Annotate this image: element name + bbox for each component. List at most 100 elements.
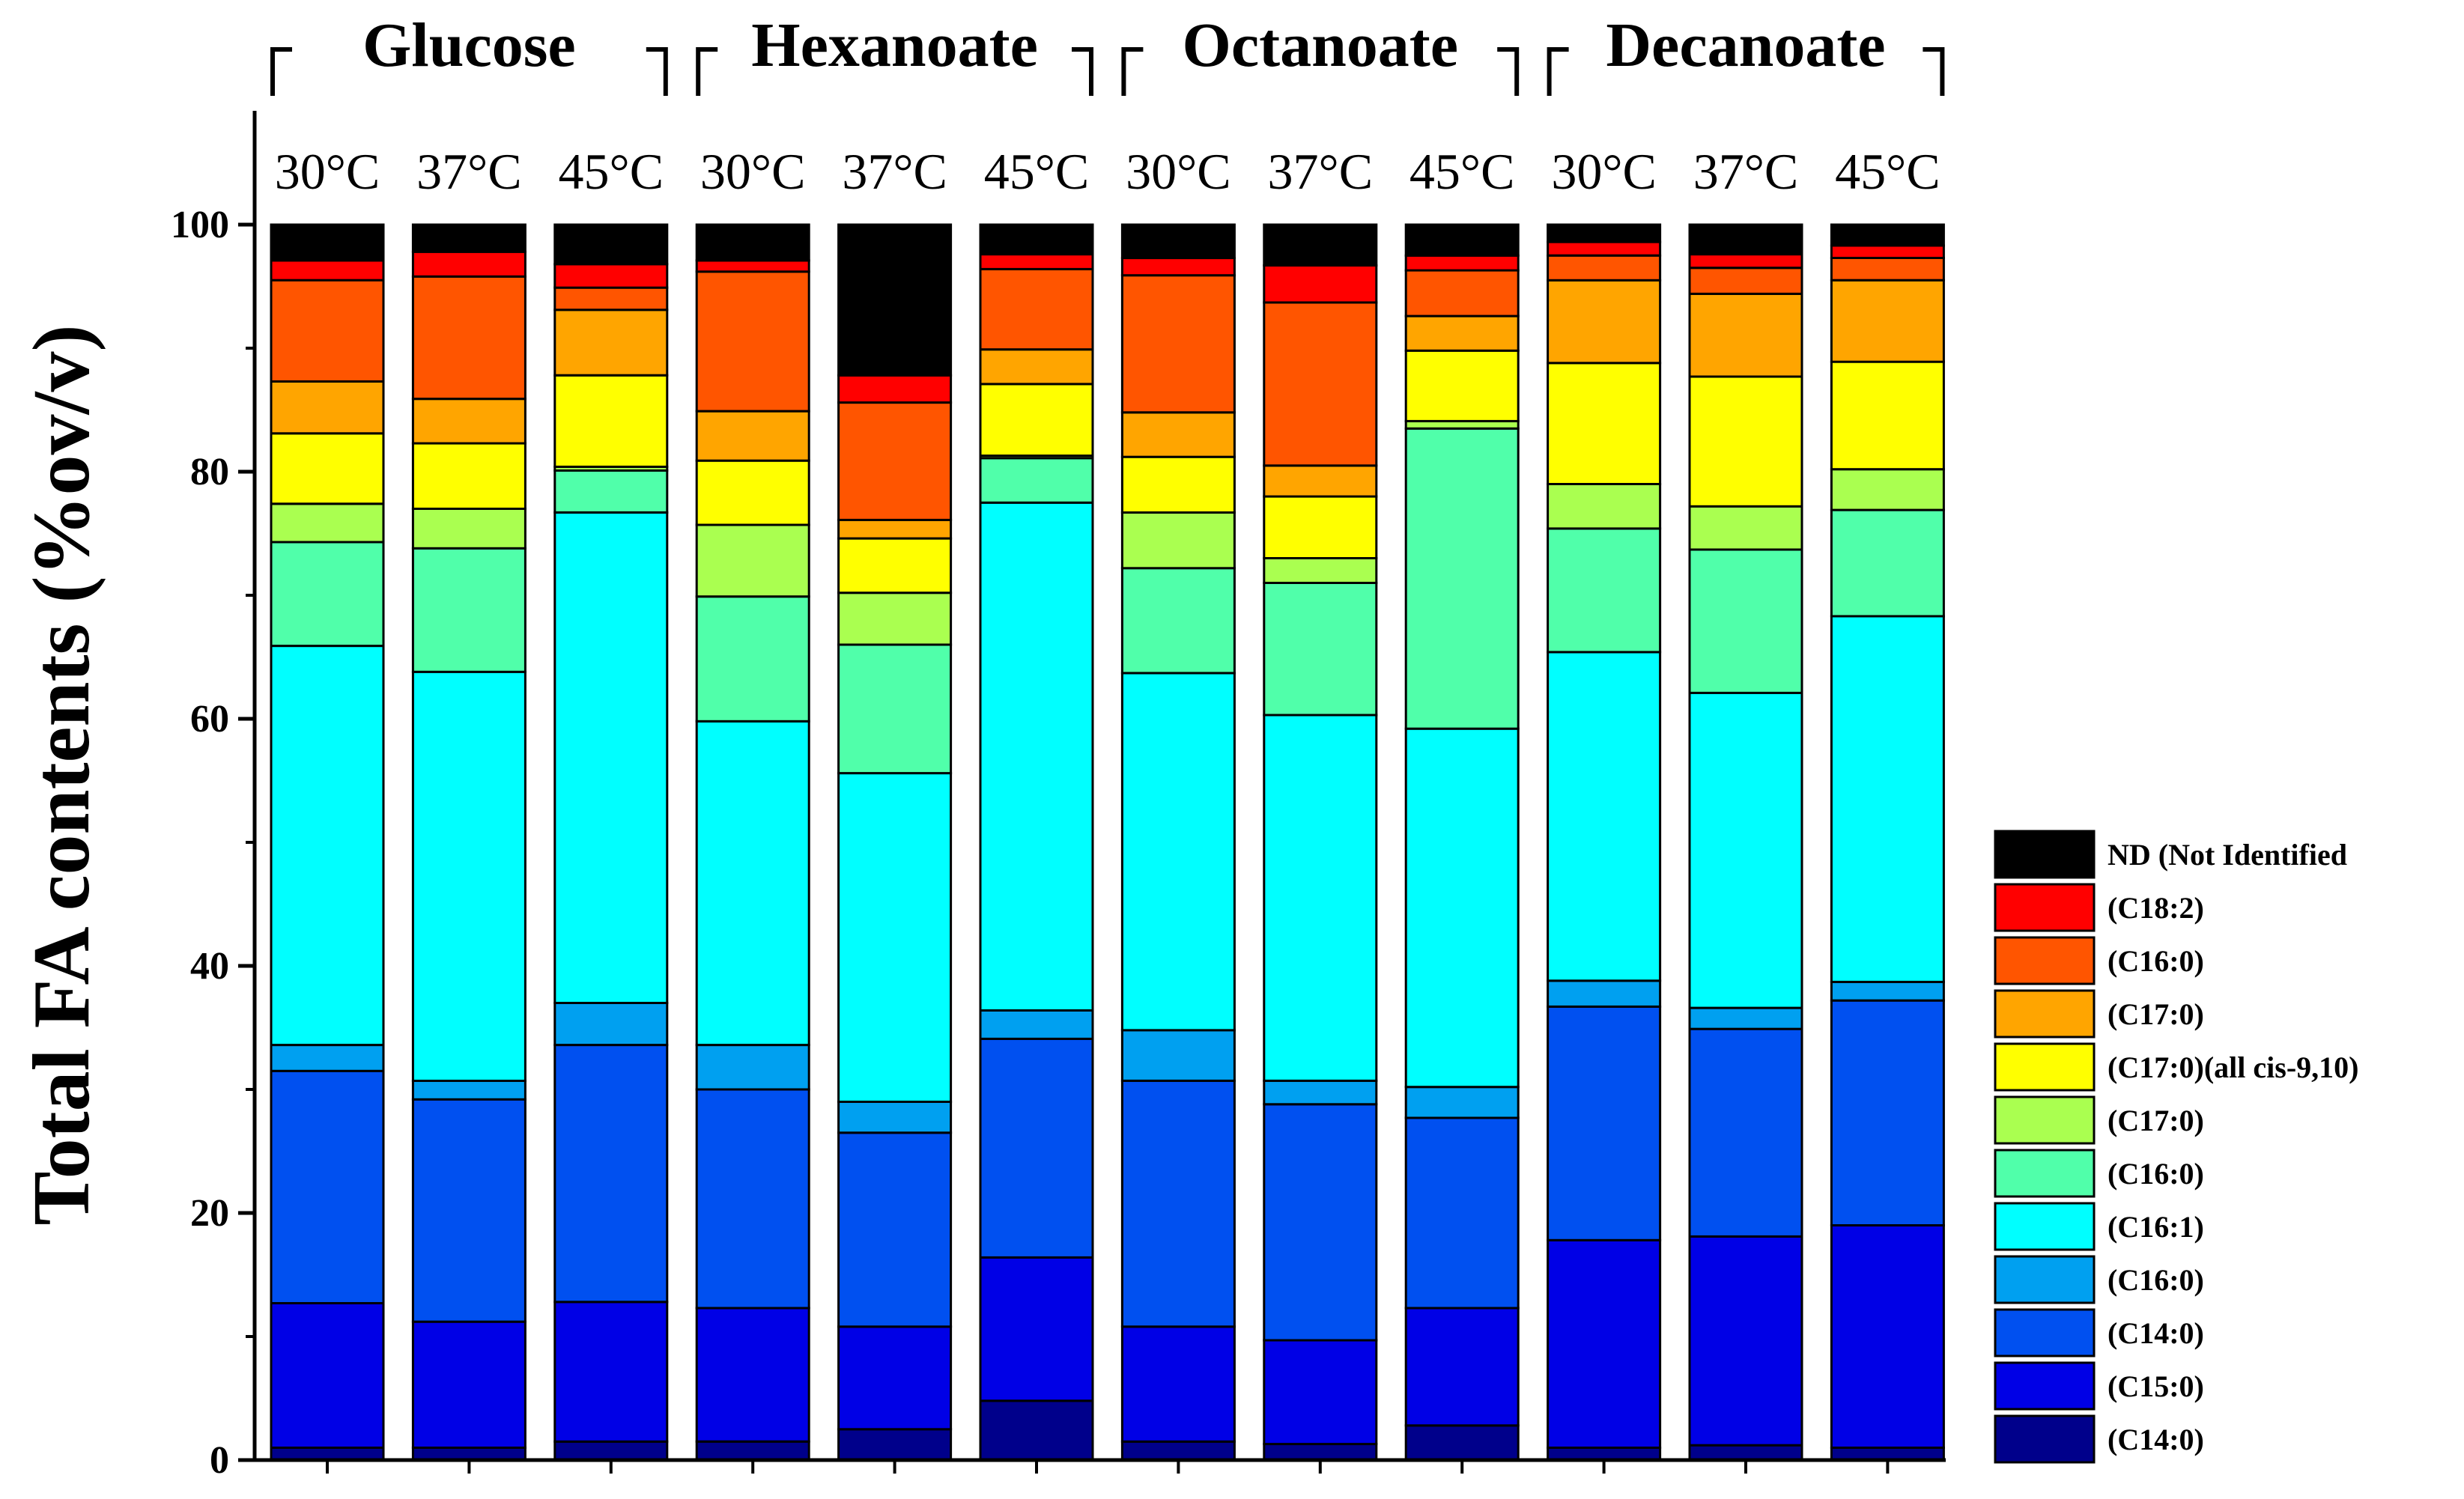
temperature-label: 37°C — [1693, 143, 1799, 200]
legend-swatch — [1994, 1095, 2096, 1145]
bar-segment — [1404, 427, 1520, 730]
bar-segment — [411, 275, 527, 401]
temperature-label: 45°C — [559, 143, 664, 200]
bar-segment — [695, 595, 810, 723]
bar-segment — [270, 223, 385, 262]
legend-swatch — [1994, 1414, 2096, 1464]
bar-segment — [1263, 1339, 1378, 1446]
bar-segment — [1263, 714, 1378, 1082]
temperature-label: 45°C — [1409, 143, 1515, 200]
y-tick-label: 80 — [190, 451, 229, 493]
bar-segment — [979, 457, 1094, 504]
bar-segment — [1688, 292, 1803, 378]
bar-segment — [553, 308, 669, 377]
bar-segment — [553, 1301, 669, 1443]
bar-segment — [1547, 362, 1662, 485]
bar-segment — [1120, 223, 1236, 259]
bar-segment — [1404, 349, 1520, 422]
bar-segment — [1688, 691, 1803, 1009]
bar-segment — [1404, 254, 1520, 272]
bar-segment — [979, 253, 1094, 270]
bar-segment — [1120, 1080, 1236, 1328]
bar-segment — [411, 398, 527, 445]
bar-segment — [1404, 1424, 1520, 1462]
bar-segment — [411, 1080, 527, 1101]
y-tick-label: 60 — [190, 698, 229, 741]
bar-segment — [1547, 223, 1662, 243]
legend-swatch — [1994, 1255, 2096, 1304]
legend-label: (C16:1) — [2108, 1210, 2204, 1244]
bar-segment — [1688, 1444, 1803, 1462]
legend-label: (C17:0) — [2108, 997, 2204, 1031]
bar-segment — [837, 1325, 953, 1431]
group-bracket — [1121, 47, 1520, 96]
bar-segment — [553, 1002, 669, 1047]
bar-segment — [1688, 1235, 1803, 1447]
temperature-label: 37°C — [842, 143, 947, 200]
bar-segment — [1830, 468, 1945, 511]
legend-label: (C17:0)(all cis-9,10) — [2108, 1050, 2358, 1084]
bar-segment — [1547, 527, 1662, 654]
bar-segment — [270, 1069, 385, 1305]
bar-segment — [1547, 979, 1662, 1008]
bar-segment — [1263, 264, 1378, 304]
bar-segment — [1830, 980, 1945, 1002]
temperature-label: 30°C — [275, 143, 380, 200]
bar-segment — [837, 772, 953, 1103]
axes — [252, 111, 1946, 1462]
bar-segment — [695, 1440, 810, 1462]
bar-segment — [1263, 464, 1378, 498]
temperature-labels: 30°C 37°C 45°C 30°C 37°C 45°C 30°C 37°C 45°C 30°C… — [275, 143, 1940, 200]
bar-segment — [1830, 999, 1945, 1226]
bar-segment — [1404, 1116, 1520, 1310]
temperature-label: 45°C — [1835, 143, 1940, 200]
y-tick-label: 40 — [190, 945, 229, 988]
bar-segment — [837, 1131, 953, 1328]
legend-swatch — [1994, 1361, 2096, 1411]
bar-segment — [695, 259, 810, 273]
bar-segment — [1263, 582, 1378, 717]
bar-segment — [411, 508, 527, 550]
bar-segment — [411, 547, 527, 673]
bar-segment — [1404, 727, 1520, 1089]
legend-swatch — [1994, 1042, 2096, 1092]
bar-segment — [1688, 253, 1803, 270]
bar-segment — [1120, 672, 1236, 1032]
bar-segment — [270, 279, 385, 383]
bar-segment — [553, 1440, 669, 1462]
y-tick-label: 20 — [190, 1192, 229, 1235]
legend-label: (C16:0) — [2108, 1263, 2204, 1297]
bar-segment — [837, 518, 953, 540]
bar-segment — [979, 1256, 1094, 1402]
bar-segment — [1404, 223, 1520, 257]
bar-segment — [270, 1044, 385, 1072]
bar-segment — [1830, 615, 1945, 983]
legend-swatch — [1994, 1202, 2096, 1251]
bar-segment — [1120, 411, 1236, 458]
bar-segment — [1547, 651, 1662, 982]
bar-segment — [270, 1302, 385, 1449]
bar-segment — [270, 432, 385, 505]
bar-segment — [1263, 1103, 1378, 1342]
bar-segment — [1120, 1325, 1236, 1443]
temperature-label: 37°C — [416, 143, 522, 200]
bar-segment — [695, 223, 810, 262]
bar-segment — [411, 442, 527, 510]
bar-segment — [837, 1428, 953, 1462]
group-bracket — [696, 47, 1093, 96]
bar-segment — [1830, 508, 1945, 618]
bar-segment — [837, 223, 953, 377]
bar-segment — [270, 541, 385, 648]
legend-label: ND (Not Identified — [2108, 838, 2347, 872]
legend-label: (C17:0) — [2108, 1104, 2204, 1137]
bar-segment — [1120, 455, 1236, 514]
bar-segment — [1263, 1443, 1378, 1462]
bars-layer — [270, 223, 1945, 1462]
bar-segment — [837, 592, 953, 646]
bar-segment — [1688, 505, 1803, 551]
bar-segment — [1547, 254, 1662, 282]
bar-segment — [270, 259, 385, 282]
bar-segment — [1404, 269, 1520, 317]
bar-segment — [695, 720, 810, 1047]
